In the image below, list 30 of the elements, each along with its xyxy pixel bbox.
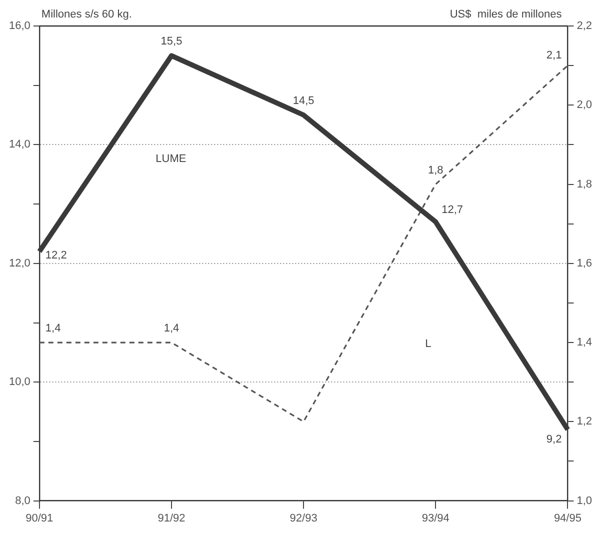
x-tick-label: 94/95 <box>554 512 582 524</box>
y2-tick-label: 1,4 <box>576 336 592 349</box>
data-label: 9,2 <box>546 434 562 446</box>
x-tick-label: 90/91 <box>26 512 54 524</box>
y-tick-label: 16,0 <box>8 20 30 32</box>
data-label: 1,8 <box>428 164 444 176</box>
data-label: 14,5 <box>292 95 314 108</box>
data-label: 15,5 <box>160 36 182 48</box>
y-tick-label: 10,0 <box>8 376 30 388</box>
y2-tick-label: 1,6 <box>576 257 592 270</box>
annotation: LUME <box>156 152 186 165</box>
data-label: 12,7 <box>442 204 464 216</box>
x-tick-label: 92/93 <box>290 512 318 524</box>
y2-axis-title: US$ miles de millones <box>450 8 562 21</box>
annotation: L <box>425 338 432 350</box>
y-tick-label: 8,0 <box>15 494 30 507</box>
y2-tick-label: 1,2 <box>576 416 592 428</box>
y2-tick-label: 1,8 <box>576 178 592 190</box>
data-label: 1,4 <box>45 322 61 335</box>
x-tick-label: 91/92 <box>158 512 186 524</box>
x-tick-label: 93/94 <box>422 512 450 524</box>
y2-tick-label: 1,0 <box>576 494 592 507</box>
y-axis-title: Millones s/s 60 kg. <box>41 8 132 21</box>
y-tick-label: 14,0 <box>8 138 30 151</box>
y2-tick-label: 2,2 <box>576 20 592 32</box>
data-label: 12,2 <box>45 250 67 262</box>
data-label: 2,1 <box>546 50 562 62</box>
y2-tick-label: 2,0 <box>576 99 592 112</box>
y-tick-label: 12,0 <box>8 257 30 270</box>
data-label: 1,4 <box>164 322 180 335</box>
